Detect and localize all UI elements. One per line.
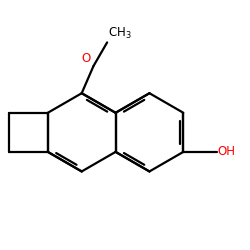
- Text: CH$_3$: CH$_3$: [108, 26, 132, 41]
- Text: OH: OH: [218, 146, 236, 158]
- Text: O: O: [82, 52, 91, 65]
